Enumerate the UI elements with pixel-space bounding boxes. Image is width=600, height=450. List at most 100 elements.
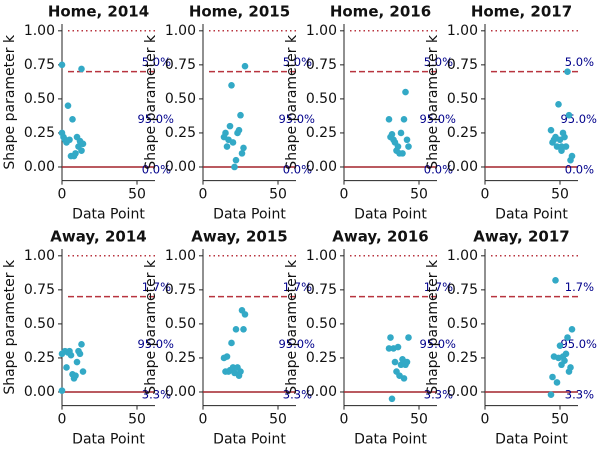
point (561, 133, 568, 141)
point (555, 101, 562, 108)
panel-title: Away, 2015 (191, 228, 287, 246)
x-axis-label: Data Point (495, 432, 568, 448)
point (385, 116, 393, 123)
x-tick-label: 50 (551, 412, 569, 428)
y-tick-label: 1.00 (306, 248, 337, 264)
x-tick-label: 50 (269, 412, 287, 428)
point (58, 387, 66, 394)
point (58, 61, 66, 69)
point (568, 326, 576, 333)
x-axis-label: Data Point (72, 432, 145, 448)
point (232, 156, 240, 164)
point (567, 364, 574, 371)
region-label: 95.0% (560, 112, 597, 126)
y-tick-label: 0.75 (447, 282, 478, 298)
x-tick-label: 0 (481, 412, 490, 428)
y-tick-label: 0.00 (24, 159, 55, 175)
region-label: 95.0% (278, 337, 315, 351)
x-tick-label: 0 (481, 187, 490, 203)
point (78, 65, 85, 73)
point (66, 136, 73, 144)
point (228, 81, 235, 89)
x-axis-label: Data Point (72, 207, 145, 223)
region-label: 95.0% (137, 337, 174, 351)
point (63, 364, 70, 371)
panel-title: Home, 2014 (48, 3, 149, 21)
y-tick-label: 0.50 (306, 316, 337, 332)
x-axis-label: Data Point (213, 432, 286, 448)
point (391, 358, 399, 366)
x-tick-label: 0 (199, 412, 208, 428)
point (565, 111, 573, 119)
y-tick-label: 0.75 (165, 282, 196, 298)
y-tick-label: 0.50 (306, 91, 337, 107)
point (235, 126, 243, 134)
point (232, 326, 240, 333)
point (553, 379, 561, 386)
point (562, 350, 570, 358)
point (72, 372, 79, 379)
point (547, 126, 555, 134)
y-tick-label: 0.00 (447, 159, 478, 175)
x-tick-label: 0 (199, 187, 208, 203)
point (402, 88, 409, 96)
point (78, 147, 85, 154)
reference-label: 1.7% (283, 280, 312, 294)
point (558, 147, 565, 154)
x-tick-label: 50 (269, 187, 287, 203)
y-tick-label: 0.25 (447, 350, 478, 366)
point (387, 334, 394, 341)
point (556, 342, 564, 349)
region-label: 95.0% (278, 112, 315, 126)
y-tick-label: 0.00 (165, 159, 196, 175)
x-tick-label: 50 (410, 412, 428, 428)
y-tick-label: 0.75 (306, 57, 337, 73)
region-label: 95.0% (137, 112, 174, 126)
point (403, 358, 411, 366)
point (562, 143, 570, 150)
point (69, 116, 76, 123)
x-axis-label: Data Point (354, 207, 427, 223)
point (403, 136, 411, 144)
x-tick-label: 50 (128, 412, 146, 428)
panel-title: Home, 2017 (471, 3, 572, 21)
point (238, 150, 246, 157)
reference-label: 0.0% (424, 162, 453, 176)
y-tick-label: 0.75 (24, 57, 55, 73)
point (561, 357, 568, 364)
y-tick-label: 0.75 (306, 282, 337, 298)
y-tick-label: 0.50 (447, 316, 478, 332)
x-axis-label: Data Point (495, 207, 568, 223)
y-tick-label: 0.75 (24, 282, 55, 298)
point (223, 353, 231, 360)
x-tick-label: 50 (551, 187, 569, 203)
y-tick-label: 0.50 (24, 316, 55, 332)
point (241, 62, 249, 70)
reference-label: 1.7% (424, 280, 453, 294)
y-tick-label: 0.75 (447, 57, 478, 73)
x-axis-label: Data Point (213, 207, 286, 223)
y-tick-label: 1.00 (24, 23, 55, 39)
x-tick-label: 0 (340, 412, 349, 428)
x-tick-label: 0 (340, 187, 349, 203)
reference-label: 3.3% (424, 387, 453, 401)
point (564, 334, 571, 341)
point (223, 143, 231, 150)
panel-title: Away, 2017 (473, 228, 569, 246)
reference-label: 3.3% (142, 387, 171, 401)
point (72, 150, 79, 157)
point (397, 129, 405, 137)
point (394, 343, 402, 351)
point (229, 139, 237, 146)
panel-title: Away, 2014 (50, 228, 146, 246)
point (228, 339, 235, 347)
y-tick-label: 0.50 (447, 91, 478, 107)
point (388, 395, 396, 403)
point (405, 143, 412, 150)
reference-label: 0.0% (283, 162, 312, 176)
y-axis-label: Shape parameter k (284, 259, 300, 395)
point (79, 140, 87, 148)
region-label: 95.0% (560, 337, 597, 351)
reference-label: 3.3% (283, 387, 312, 401)
point (67, 351, 75, 359)
